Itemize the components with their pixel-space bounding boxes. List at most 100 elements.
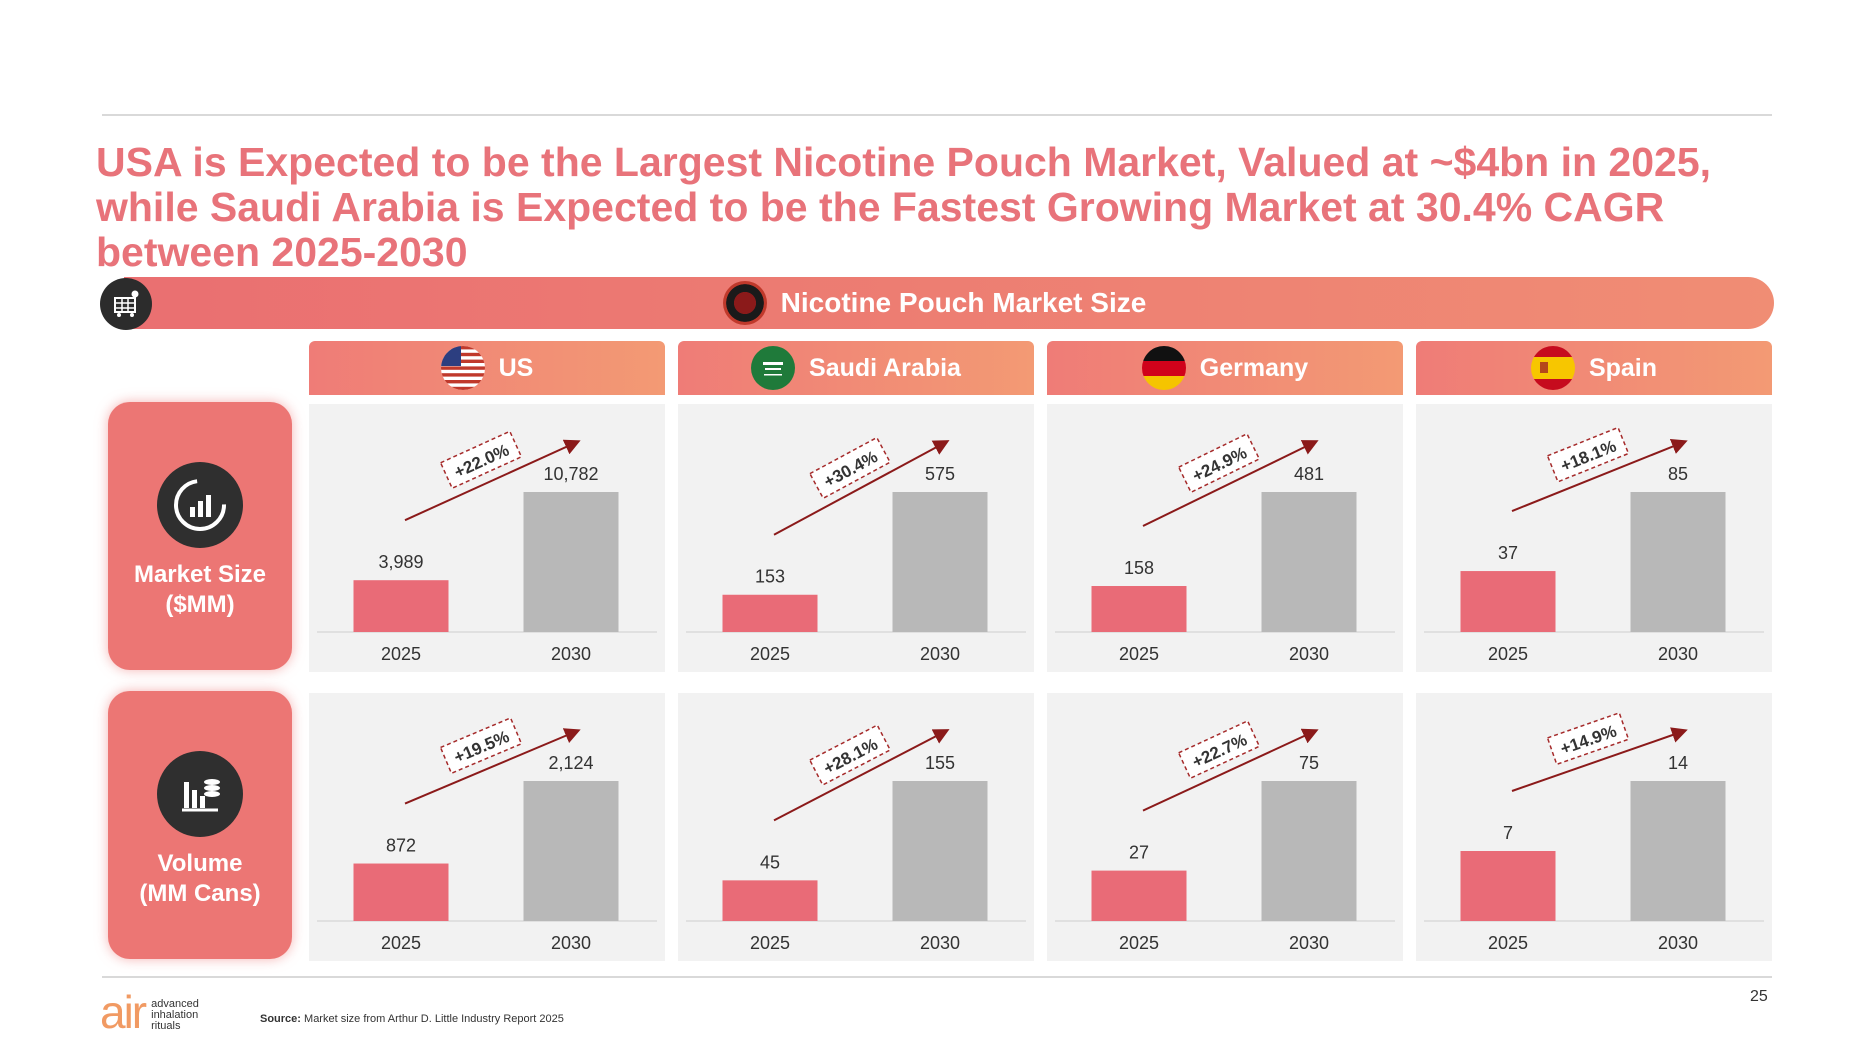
bar-chart-svg: 872 2025 2,124 2030 +19.5% xyxy=(317,716,657,953)
growth-arrow xyxy=(1142,728,1319,812)
x-tick-label: 2025 xyxy=(1488,933,1528,953)
growth-badge-box xyxy=(1177,719,1261,780)
bar-chart-svg: 153 2025 575 2030 +30.4% xyxy=(686,436,1026,664)
bar-chart-svg: 158 2025 481 2030 +24.9% xyxy=(1055,432,1395,664)
logo-tagline-line: rituals xyxy=(151,1020,181,1032)
bar-2030 xyxy=(892,492,988,632)
growth-badge: +22.0% xyxy=(439,430,523,490)
x-tick-label: 2025 xyxy=(381,644,421,664)
growth-badge-box xyxy=(1546,426,1630,483)
growth-badge-box xyxy=(1546,711,1630,766)
banner-title-text: Nicotine Pouch Market Size xyxy=(780,287,1147,318)
market-size-chart-icon xyxy=(157,462,243,548)
growth-badge: +14.9% xyxy=(1546,711,1630,766)
saudi-flag-icon xyxy=(751,346,796,390)
x-tick-label: 2030 xyxy=(1658,644,1698,664)
source-note: Source: Market size from Arthur D. Littl… xyxy=(260,1013,564,1025)
chart-panel: 7 2025 14 2030 +14.9% xyxy=(1416,693,1772,961)
growth-badge: +19.5% xyxy=(439,716,523,775)
x-tick-label: 2025 xyxy=(1488,644,1528,664)
column-header-label: Germany xyxy=(1199,353,1309,382)
data-label: 10,782 xyxy=(543,464,598,484)
spain-flag-icon xyxy=(1530,346,1575,390)
growth-arrow xyxy=(1511,727,1688,792)
bottom-divider xyxy=(102,976,1772,978)
chart-panel: 153 2025 575 2030 +30.4% xyxy=(678,404,1034,672)
growth-arrow xyxy=(773,440,950,536)
column-header-spain: Spain xyxy=(1416,341,1772,395)
bar-2030 xyxy=(1630,781,1726,921)
column-header-label: Spain xyxy=(1588,353,1658,382)
logo-tagline: advanced inhalation rituals xyxy=(151,999,199,1032)
x-tick-label: 2025 xyxy=(381,933,421,953)
data-label: 3,989 xyxy=(378,552,423,572)
company-logo: air advanced inhalation rituals xyxy=(100,985,199,1035)
growth-badge: +18.1% xyxy=(1546,426,1630,483)
data-label: 158 xyxy=(1124,558,1154,578)
us-flag-icon xyxy=(440,346,485,390)
volume-cans-icon xyxy=(157,751,243,837)
growth-badge-box xyxy=(808,724,892,786)
column-header-label: Saudi Arabia xyxy=(809,353,961,382)
growth-arrow xyxy=(404,439,581,522)
bar-2025 xyxy=(722,880,818,921)
page-title: USA is Expected to be the Largest Nicoti… xyxy=(96,139,1712,275)
bar-2030 xyxy=(523,781,619,921)
growth-arrow xyxy=(404,728,581,805)
banner-title: Nicotine Pouch Market Size xyxy=(0,277,1869,329)
logo-tagline-line: inhalation xyxy=(151,1009,199,1021)
x-tick-label: 2025 xyxy=(1119,933,1159,953)
x-tick-label: 2030 xyxy=(551,933,591,953)
bar-2030 xyxy=(892,781,988,921)
chart-panel: 37 2025 85 2030 +18.1% xyxy=(1416,404,1772,672)
bar-2025 xyxy=(1091,586,1187,632)
bar-chart-svg: 27 2025 75 2030 +22.7% xyxy=(1055,719,1395,953)
column-header-label: US xyxy=(498,353,534,382)
bar-2030 xyxy=(1261,492,1357,632)
bar-2030 xyxy=(1630,492,1726,632)
bar-chart-svg: 45 2025 155 2030 +28.1% xyxy=(686,724,1026,953)
logo-text: air xyxy=(100,986,147,1038)
source-text: Market size from Arthur D. Little Indust… xyxy=(304,1013,564,1025)
bar-2025 xyxy=(353,863,449,921)
row-label-line2: (MM Cans) xyxy=(139,880,261,907)
row-label-line1: Market Size xyxy=(133,561,267,588)
growth-badge: +24.9% xyxy=(1177,432,1261,494)
chart-panel: 3,989 2025 10,782 2030 +22.0% xyxy=(309,404,665,672)
germany-flag-icon xyxy=(1141,346,1186,390)
data-label: 872 xyxy=(386,836,416,856)
bar-2030 xyxy=(1261,781,1357,921)
data-label: 575 xyxy=(925,464,955,484)
growth-arrow xyxy=(1511,439,1688,512)
chart-panel: 27 2025 75 2030 +22.7% xyxy=(1047,693,1403,961)
bar-chart-svg: 3,989 2025 10,782 2030 +22.0% xyxy=(317,430,657,664)
x-tick-label: 2030 xyxy=(1289,644,1329,664)
bar-2025 xyxy=(722,594,818,632)
growth-badge: +28.1% xyxy=(808,724,892,786)
page-number: 25 xyxy=(1750,988,1768,1005)
data-label: 75 xyxy=(1299,753,1319,773)
x-tick-label: 2030 xyxy=(1658,933,1698,953)
column-header-germany: Germany xyxy=(1047,341,1403,395)
x-tick-label: 2025 xyxy=(750,933,790,953)
growth-badge: +22.7% xyxy=(1177,719,1261,780)
growth-badge: +30.4% xyxy=(808,436,892,500)
data-label: 7 xyxy=(1503,823,1513,843)
section-banner xyxy=(124,277,1774,329)
chart-panel: 872 2025 2,124 2030 +19.5% xyxy=(309,693,665,961)
market-cart-icon xyxy=(100,278,152,330)
column-header-saudi-arabia: Saudi Arabia xyxy=(678,341,1034,395)
data-label: 45 xyxy=(760,852,780,872)
bar-chart-svg: 7 2025 14 2030 +14.9% xyxy=(1424,711,1764,953)
x-tick-label: 2030 xyxy=(920,933,960,953)
chart-panel: 45 2025 155 2030 +28.1% xyxy=(678,693,1034,961)
top-divider xyxy=(102,114,1772,116)
x-tick-label: 2030 xyxy=(920,644,960,664)
x-tick-label: 2030 xyxy=(551,644,591,664)
bar-2025 xyxy=(1460,851,1556,921)
data-label: 2,124 xyxy=(548,753,593,773)
growth-badge-box xyxy=(439,716,523,775)
growth-arrow xyxy=(1142,440,1319,527)
data-label: 27 xyxy=(1129,843,1149,863)
x-tick-label: 2025 xyxy=(1119,644,1159,664)
